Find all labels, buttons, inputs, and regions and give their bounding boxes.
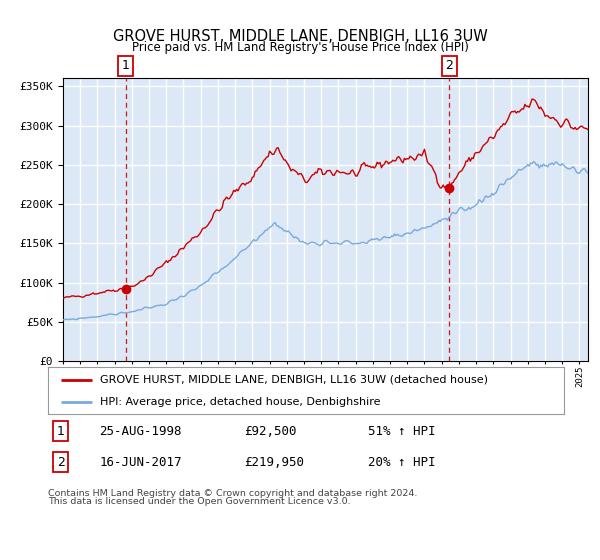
Text: HPI: Average price, detached house, Denbighshire: HPI: Average price, detached house, Denb…: [100, 396, 380, 407]
Text: £92,500: £92,500: [244, 425, 296, 438]
Text: 2: 2: [445, 59, 454, 72]
Text: 25-AUG-1998: 25-AUG-1998: [100, 425, 182, 438]
Text: GROVE HURST, MIDDLE LANE, DENBIGH, LL16 3UW: GROVE HURST, MIDDLE LANE, DENBIGH, LL16 …: [113, 29, 487, 44]
Text: 16-JUN-2017: 16-JUN-2017: [100, 456, 182, 469]
Text: This data is licensed under the Open Government Licence v3.0.: This data is licensed under the Open Gov…: [48, 497, 350, 506]
Text: 1: 1: [122, 59, 130, 72]
Text: 20% ↑ HPI: 20% ↑ HPI: [368, 456, 436, 469]
Text: 51% ↑ HPI: 51% ↑ HPI: [368, 425, 436, 438]
Text: 1: 1: [57, 425, 65, 438]
Text: Contains HM Land Registry data © Crown copyright and database right 2024.: Contains HM Land Registry data © Crown c…: [48, 488, 418, 498]
Text: GROVE HURST, MIDDLE LANE, DENBIGH, LL16 3UW (detached house): GROVE HURST, MIDDLE LANE, DENBIGH, LL16 …: [100, 375, 488, 385]
Text: Price paid vs. HM Land Registry's House Price Index (HPI): Price paid vs. HM Land Registry's House …: [131, 41, 469, 54]
Text: 2: 2: [57, 456, 65, 469]
Text: £219,950: £219,950: [244, 456, 304, 469]
